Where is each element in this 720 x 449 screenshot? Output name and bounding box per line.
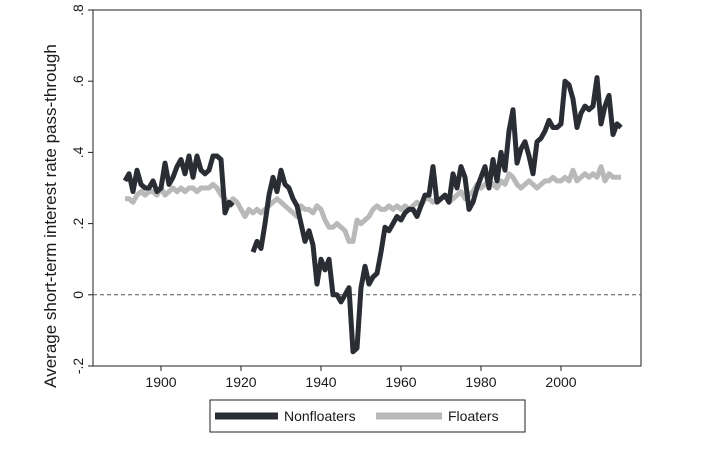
y-tick-label: .8 <box>70 4 86 16</box>
x-tick-label: 1960 <box>385 374 416 390</box>
series-line-floaters <box>125 164 621 244</box>
y-tick-label: .2 <box>70 218 86 230</box>
x-axis: 1900 1920 1940 1960 1980 2000 <box>145 366 577 390</box>
series-layer <box>122 75 623 355</box>
y-tick-label: .6 <box>70 75 86 87</box>
x-tick-label: 1980 <box>465 374 496 390</box>
x-tick-label: 1920 <box>225 374 256 390</box>
x-tick-label: 1900 <box>145 374 176 390</box>
legend: Nonfloaters Floaters <box>209 399 526 433</box>
y-tick-label: .4 <box>70 146 86 158</box>
x-tick-label: 2000 <box>545 374 576 390</box>
series-line-nonfloaters <box>122 153 235 216</box>
y-tick-label: 0 <box>70 291 86 299</box>
legend-label-floaters: Floaters <box>448 408 499 424</box>
plot-area-frame <box>92 9 642 367</box>
y-axis: -.2 0 .2 .4 .6 .8 <box>70 4 93 374</box>
x-tick-label: 1940 <box>305 374 336 390</box>
series-line-nonfloaters <box>250 75 623 355</box>
y-axis-label: Average short-term interest rate pass-th… <box>41 44 60 388</box>
y-tick-label: -.2 <box>70 358 86 375</box>
legend-label-nonfloaters: Nonfloaters <box>284 408 356 424</box>
